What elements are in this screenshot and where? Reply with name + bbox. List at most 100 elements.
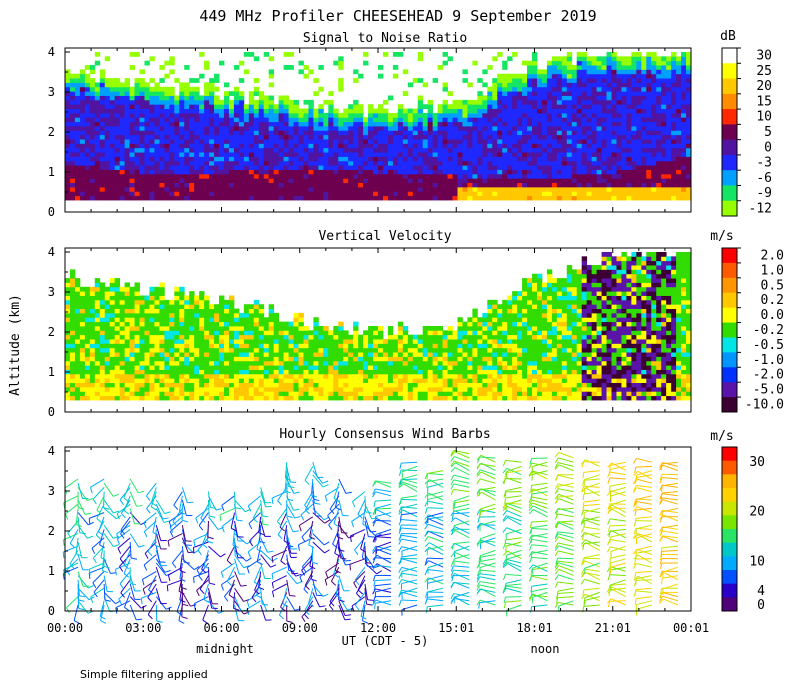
vv-cell bbox=[139, 369, 145, 375]
vv-cell bbox=[199, 395, 205, 401]
snr-cell bbox=[636, 156, 642, 162]
snr-cell bbox=[65, 147, 71, 153]
vv-cell bbox=[99, 321, 106, 327]
snr-cell bbox=[219, 178, 225, 184]
snr-cell bbox=[452, 134, 458, 140]
snr-cell bbox=[591, 169, 598, 175]
snr-cell bbox=[273, 112, 280, 118]
snr-cell bbox=[661, 91, 667, 96]
vv-cell bbox=[179, 330, 185, 336]
vv-cell bbox=[253, 356, 260, 362]
snr-cell bbox=[343, 182, 349, 188]
vv-cell bbox=[258, 373, 265, 379]
snr-cell bbox=[512, 112, 518, 118]
snr-cell bbox=[457, 191, 463, 197]
snr-cell bbox=[437, 182, 443, 188]
snr-cell bbox=[358, 182, 364, 188]
snr-cell bbox=[228, 165, 235, 170]
snr-cell bbox=[189, 178, 195, 184]
snr-cell bbox=[536, 112, 543, 118]
snr-cell bbox=[373, 186, 379, 192]
vv-cell bbox=[233, 339, 240, 344]
snr-cell bbox=[477, 112, 483, 118]
colorbar-label: 30 bbox=[756, 49, 772, 64]
snr-cell bbox=[179, 182, 185, 188]
snr-cell bbox=[358, 156, 364, 162]
snr-cell bbox=[477, 178, 483, 184]
snr-cell bbox=[467, 191, 473, 197]
snr-cell bbox=[144, 60, 150, 66]
snr-cell bbox=[149, 86, 155, 92]
snr-cell bbox=[387, 173, 394, 179]
vv-cell bbox=[298, 373, 304, 379]
vv-cell bbox=[104, 386, 111, 392]
snr-cell bbox=[313, 165, 319, 170]
snr-cell bbox=[368, 152, 374, 157]
snr-cell bbox=[79, 182, 86, 188]
snr-cell bbox=[591, 112, 598, 118]
vv-cell bbox=[219, 347, 225, 353]
snr-cell bbox=[397, 117, 404, 123]
snr-cell bbox=[532, 51, 538, 57]
snr-cell bbox=[219, 60, 225, 66]
snr-cell bbox=[89, 78, 96, 83]
snr-cell bbox=[233, 139, 240, 144]
snr-cell bbox=[144, 152, 150, 157]
snr-cell bbox=[432, 156, 439, 162]
snr-cell bbox=[214, 191, 220, 197]
snr-cell bbox=[611, 143, 617, 149]
vv-cell bbox=[69, 321, 76, 327]
vv-cell bbox=[109, 382, 116, 388]
vv-cell bbox=[248, 378, 255, 384]
vv-cell bbox=[219, 369, 225, 375]
snr-cell bbox=[482, 156, 488, 162]
vv-cell bbox=[149, 378, 155, 384]
snr-cell bbox=[616, 69, 622, 75]
vv-cell bbox=[69, 339, 76, 344]
snr-cell bbox=[199, 130, 205, 136]
snr-cell bbox=[308, 173, 314, 179]
snr-cell bbox=[164, 156, 170, 162]
snr-cell bbox=[263, 186, 270, 192]
snr-cell bbox=[353, 117, 359, 123]
snr-cell bbox=[263, 143, 270, 149]
vv-cell bbox=[273, 382, 280, 388]
snr-cell bbox=[343, 160, 349, 166]
snr-cell bbox=[586, 147, 593, 153]
snr-cell bbox=[179, 165, 185, 170]
snr-cell bbox=[109, 178, 116, 184]
snr-cell bbox=[462, 139, 468, 144]
snr-cell bbox=[631, 121, 637, 127]
snr-cell bbox=[278, 95, 285, 101]
snr-cell bbox=[278, 108, 285, 114]
snr-cell bbox=[343, 117, 349, 123]
snr-cell bbox=[457, 99, 463, 105]
vv-cell bbox=[144, 299, 150, 305]
snr-cell bbox=[204, 143, 210, 149]
snr-cell bbox=[666, 152, 672, 157]
vv-cell bbox=[238, 386, 245, 392]
vv-cell bbox=[253, 339, 260, 344]
vv-cell bbox=[204, 386, 210, 392]
snr-cell bbox=[631, 186, 637, 192]
snr-cell bbox=[566, 152, 573, 157]
vv-cell bbox=[129, 378, 135, 384]
vv-cell bbox=[99, 369, 106, 375]
vv-cell bbox=[119, 356, 126, 362]
vv-cell bbox=[184, 365, 190, 370]
snr-cell bbox=[248, 143, 255, 149]
snr-cell bbox=[666, 195, 672, 201]
snr-cell bbox=[65, 143, 71, 149]
vv-cell bbox=[129, 369, 135, 375]
snr-cell bbox=[328, 134, 334, 140]
vv-cell bbox=[348, 360, 354, 366]
vv-cell bbox=[219, 395, 225, 401]
vv-cell bbox=[129, 286, 135, 292]
vv-cell bbox=[204, 308, 210, 314]
snr-cell bbox=[238, 91, 245, 96]
snr-cell bbox=[497, 178, 503, 184]
snr-cell bbox=[522, 121, 528, 127]
snr-cell bbox=[223, 178, 230, 184]
snr-cell bbox=[134, 121, 140, 127]
vv-cell bbox=[248, 369, 255, 375]
